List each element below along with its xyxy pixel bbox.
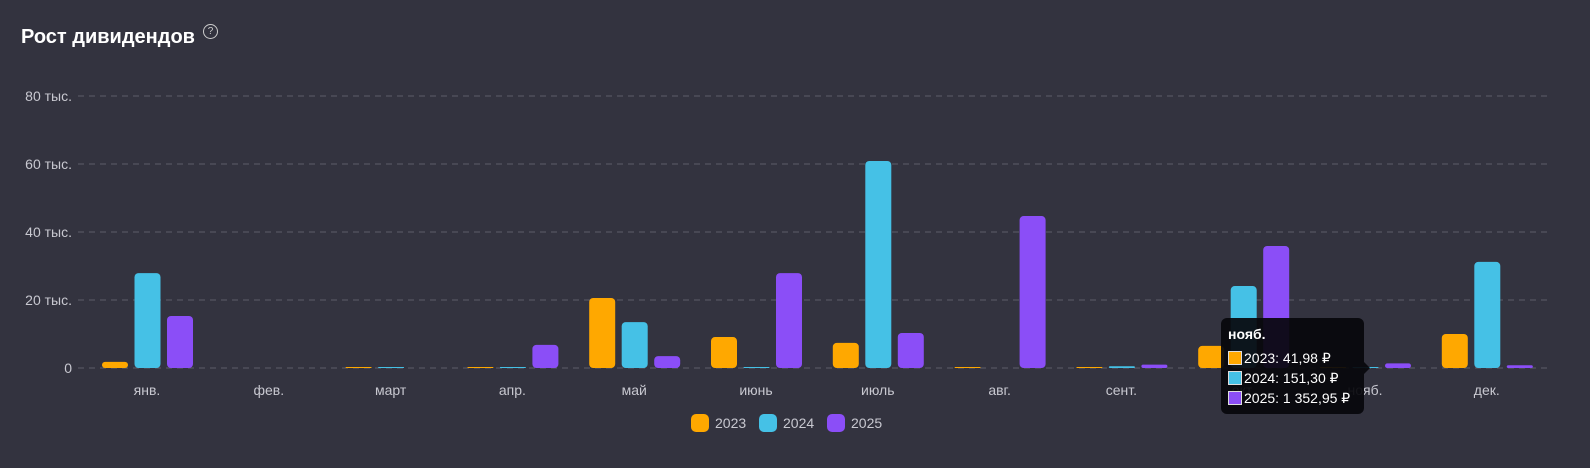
legend-swatch-2025 — [827, 414, 845, 432]
tooltip-title: нояб. — [1228, 326, 1266, 342]
legend-label: 2025 — [851, 415, 882, 431]
bar-2025 — [1385, 363, 1411, 368]
bar-2024 — [621, 322, 648, 368]
legend-label: 2023 — [715, 415, 746, 431]
x-tick-label: май — [622, 382, 647, 398]
help-icon[interactable]: ? — [203, 24, 218, 39]
bar-2025 — [654, 356, 681, 368]
y-tick-label: 0 — [64, 360, 72, 376]
chart-tooltip: нояб. 2023: 41,98 ₽ 2024: 151,30 ₽ 2025:… — [1221, 318, 1370, 414]
bar-2025 — [897, 332, 924, 368]
bar-2024 — [865, 160, 892, 368]
bar-2025 — [1506, 365, 1533, 368]
bar-2023 — [467, 367, 494, 368]
legend-swatch-2023 — [691, 414, 709, 432]
tooltip-row: 2025: 1 352,95 ₽ — [1228, 388, 1357, 408]
x-tick-label: апр. — [499, 382, 526, 398]
x-tick-label: июнь — [739, 382, 772, 398]
x-tick-label: март — [375, 382, 407, 398]
bar-2023 — [832, 342, 859, 368]
tooltip-row: 2024: 151,30 ₽ — [1228, 368, 1357, 388]
bar-2023 — [589, 297, 616, 368]
bar-2024 — [1474, 261, 1501, 368]
page-title: Рост дивидендов — [21, 26, 195, 48]
bar-2023 — [345, 367, 372, 368]
bar-2024 — [743, 366, 770, 368]
bar-2025 — [1141, 364, 1168, 368]
bar-2024 — [1108, 366, 1135, 368]
x-tick-label: дек. — [1474, 382, 1500, 398]
bar-2025 — [532, 344, 559, 368]
bar-2023 — [954, 367, 981, 368]
bar-2023 — [1076, 367, 1103, 368]
bar-2024 — [499, 367, 526, 368]
bar-2025 — [776, 273, 802, 368]
bar-2024 — [134, 273, 161, 368]
bar-2023 — [711, 337, 737, 368]
y-tick-label: 20 тыс. — [25, 292, 72, 308]
legend-swatch-2024 — [759, 414, 777, 432]
y-tick-label: 80 тыс. — [25, 88, 72, 104]
bar-2023 — [1441, 334, 1468, 368]
bar-2023 — [1198, 345, 1225, 368]
x-tick-label: фев. — [253, 382, 284, 398]
bar-2023 — [102, 361, 128, 368]
bar-2025 — [1019, 216, 1046, 368]
x-tick-label: авг. — [988, 382, 1011, 398]
x-tick-label: июль — [861, 382, 894, 398]
tooltip-row: 2023: 41,98 ₽ — [1228, 348, 1357, 368]
bar-2025 — [167, 315, 193, 368]
x-tick-label: сент. — [1106, 382, 1137, 398]
y-tick-label: 40 тыс. — [25, 224, 72, 240]
x-tick-label: янв. — [134, 382, 161, 398]
y-tick-label: 60 тыс. — [25, 156, 72, 172]
bar-2024 — [378, 367, 405, 368]
legend-label: 2024 — [783, 415, 814, 431]
